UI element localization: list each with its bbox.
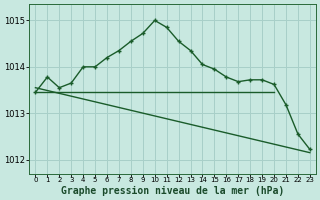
X-axis label: Graphe pression niveau de la mer (hPa): Graphe pression niveau de la mer (hPa) <box>61 186 284 196</box>
